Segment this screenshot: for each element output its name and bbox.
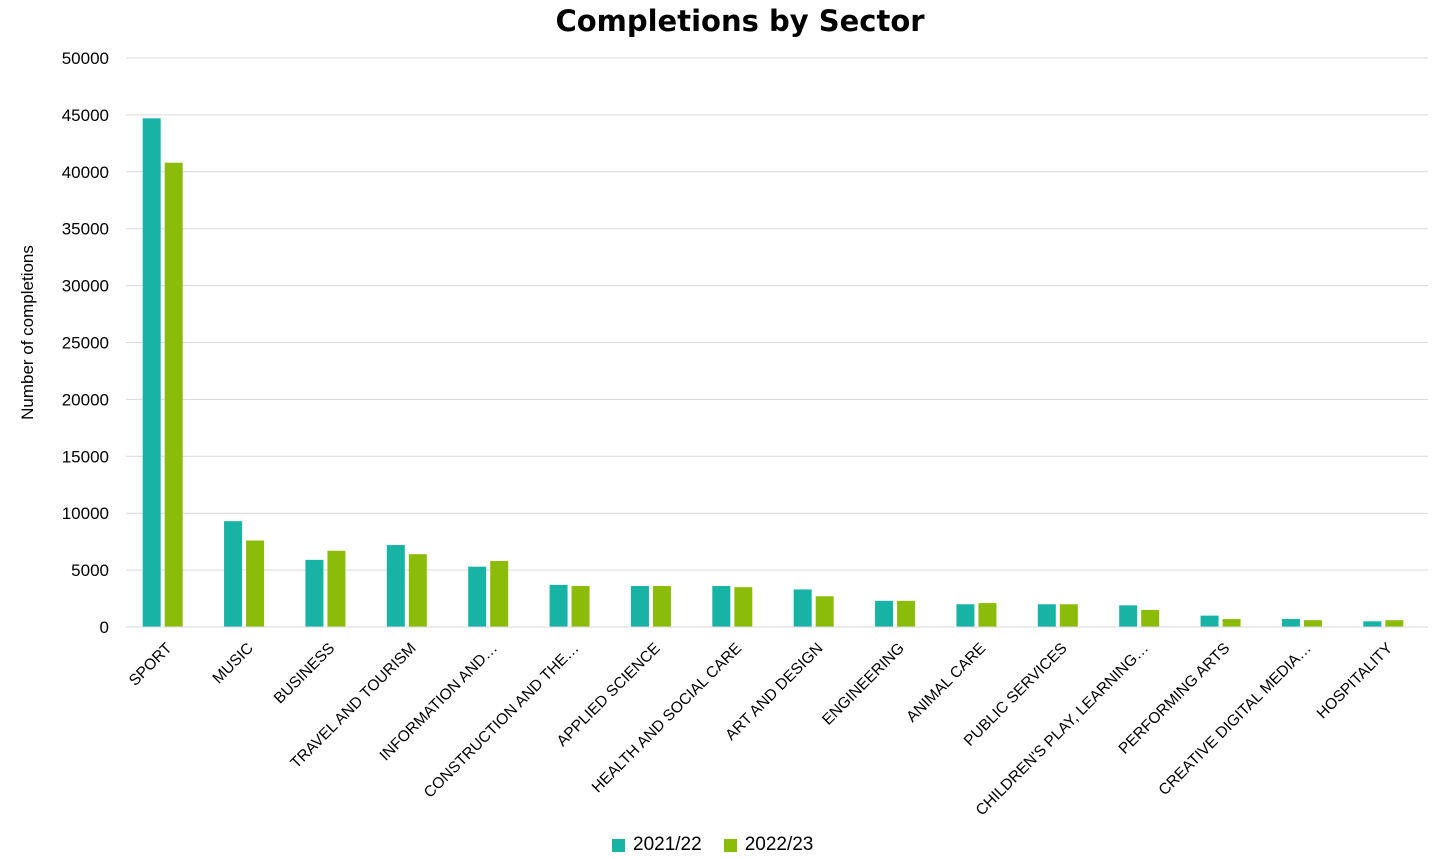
y-tick-label: 40000 xyxy=(62,163,109,182)
y-tick-label: 15000 xyxy=(62,447,109,466)
bar-2021-22-7 xyxy=(712,586,731,627)
legend: 2021/22 2022/23 xyxy=(612,834,835,856)
x-tick-label: ANIMAL CARE xyxy=(903,640,989,726)
y-tick-label: 30000 xyxy=(62,277,109,296)
legend-item-series-1: 2022/23 xyxy=(723,834,814,856)
bar-2022-23-7 xyxy=(734,587,753,627)
x-tick-label: SPORT xyxy=(126,639,176,689)
bar-2021-22-1 xyxy=(224,521,243,627)
bar-2021-22-6 xyxy=(630,586,649,627)
bar-2021-22-5 xyxy=(549,584,568,627)
bar-2022-23-11 xyxy=(1059,604,1078,627)
bar-2022-23-5 xyxy=(571,586,590,627)
bar-2022-23-9 xyxy=(897,600,916,627)
x-tick-label: CONSTRUCTION AND THE… xyxy=(421,640,583,802)
bar-2021-22-8 xyxy=(793,589,812,627)
bar-2022-23-0 xyxy=(164,162,183,628)
x-tick-label: BUSINESS xyxy=(271,640,338,707)
y-tick-label: 0 xyxy=(100,618,109,637)
bar-2021-22-14 xyxy=(1281,619,1300,627)
y-tick-label: 25000 xyxy=(62,334,109,353)
bar-2022-23-14 xyxy=(1303,620,1322,627)
y-axis-title: Number of completions xyxy=(18,245,37,420)
y-tick-label: 50000 xyxy=(62,49,109,68)
x-tick-label: MUSIC xyxy=(210,640,257,687)
x-tick-label: HEALTH AND SOCIAL CARE xyxy=(589,640,745,796)
bar-2022-23-13 xyxy=(1222,619,1241,627)
legend-label: 2022/23 xyxy=(744,834,814,855)
bar-2022-23-8 xyxy=(815,596,834,627)
y-tick-label: 10000 xyxy=(62,504,109,523)
y-tick-label: 5000 xyxy=(71,561,109,580)
x-tick-label: CHILDREN'S PLAY, LEARNING… xyxy=(973,640,1152,819)
y-tick-label: 35000 xyxy=(62,220,109,239)
bar-2022-23-3 xyxy=(408,554,427,627)
bar-2021-22-3 xyxy=(386,545,405,627)
bar-2022-23-6 xyxy=(652,586,671,627)
legend-label: 2021/22 xyxy=(633,834,702,855)
bar-2021-22-12 xyxy=(1119,605,1138,627)
bar-2022-23-12 xyxy=(1141,609,1160,627)
legend-swatch xyxy=(612,838,625,852)
bar-2022-23-15 xyxy=(1385,620,1404,627)
x-tick-label: CREATIVE DIGITAL MEDIA… xyxy=(1156,640,1315,799)
bar-2021-22-0 xyxy=(142,118,161,628)
chart-title: Completions by Sector xyxy=(555,4,925,38)
bar-2021-22-10 xyxy=(956,604,975,627)
legend-swatch xyxy=(723,838,737,852)
bar-2021-22-9 xyxy=(875,600,894,627)
x-tick-label: ENGINEERING xyxy=(819,640,908,729)
bar-2021-22-2 xyxy=(305,559,324,627)
bar-2021-22-13 xyxy=(1200,615,1219,627)
legend-item-series-0: 2021/22 xyxy=(612,834,702,856)
bar-2021-22-11 xyxy=(1037,604,1056,627)
x-tick-label: HOSPITALITY xyxy=(1314,640,1396,722)
bar-2022-23-4 xyxy=(490,560,509,627)
bar-2022-23-2 xyxy=(327,550,346,627)
y-tick-label: 45000 xyxy=(62,106,109,125)
y-tick-label: 20000 xyxy=(62,390,109,409)
bar-2022-23-10 xyxy=(978,603,997,627)
bar-2021-22-4 xyxy=(468,566,487,627)
bar-2021-22-15 xyxy=(1363,621,1382,627)
bar-2022-23-1 xyxy=(246,540,265,627)
